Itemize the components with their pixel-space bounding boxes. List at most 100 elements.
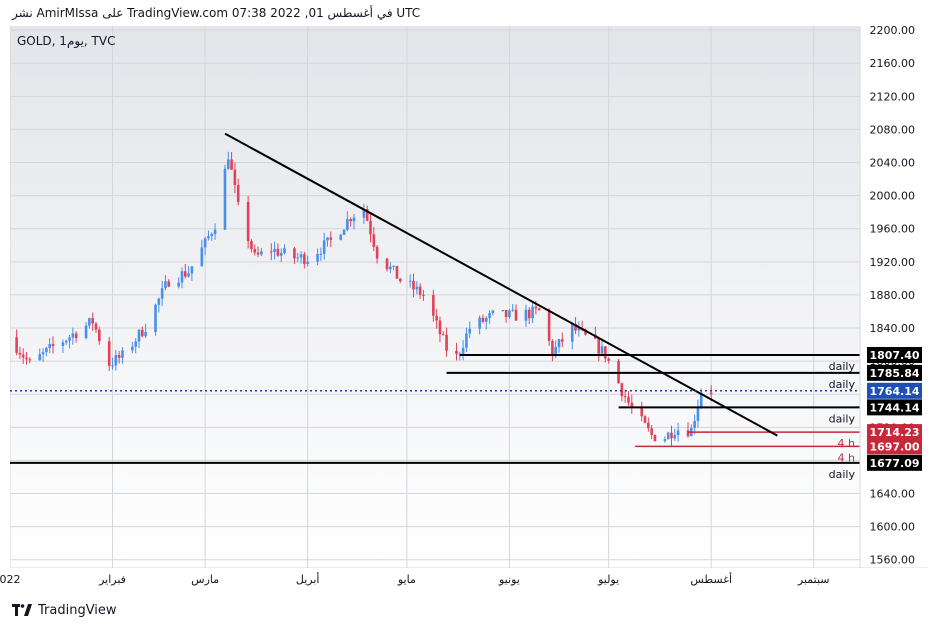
footer: TradingView	[12, 600, 117, 620]
y-tick-label: 1880.00	[870, 289, 916, 302]
candle-body	[131, 346, 134, 351]
candle-body	[164, 281, 167, 289]
candle-body	[61, 342, 65, 347]
candle-body	[15, 337, 18, 353]
candle-body	[465, 333, 468, 348]
candle-body	[293, 248, 296, 259]
candle-body	[699, 392, 703, 407]
y-tick-label: 2160.00	[870, 57, 916, 70]
level-price-badge	[867, 424, 922, 441]
candle-body	[322, 240, 326, 254]
candle-body	[484, 317, 488, 322]
candle-body	[97, 329, 101, 342]
candle-body	[107, 341, 111, 366]
candle-body	[68, 337, 71, 341]
y-tick-label: 1600.00	[870, 521, 916, 534]
candle-body	[537, 308, 541, 311]
x-tick-label: سبتمبر	[797, 573, 830, 586]
candle-body	[604, 346, 607, 359]
candle-body	[650, 428, 653, 436]
candle-body	[117, 355, 121, 358]
candle-body	[577, 327, 581, 331]
trendline[interactable]	[224, 132, 778, 437]
level-price-badge	[867, 454, 922, 471]
candle-body	[481, 317, 485, 322]
candle-body	[180, 271, 184, 283]
candle-body	[432, 294, 435, 316]
candle-body	[28, 359, 32, 361]
candle-body	[154, 304, 157, 332]
candle-body	[41, 352, 45, 355]
candle-body	[207, 236, 210, 239]
level-price-badge	[867, 399, 922, 416]
candle-body	[369, 220, 372, 235]
candle-body	[511, 309, 515, 311]
tradingview-logo-icon	[12, 604, 32, 616]
candle-body	[246, 202, 250, 242]
candle-body	[167, 281, 171, 287]
candle-body	[395, 265, 399, 279]
candle-body	[296, 257, 300, 259]
level-price-label: 1714.23	[869, 426, 919, 439]
candle-body	[144, 331, 147, 337]
candle-body	[64, 340, 68, 343]
candle-body	[260, 251, 263, 255]
x-axis[interactable]: 022 فبراير مارس أبريل مايو يونيو يوليو أغسطس سبت…	[0, 566, 938, 596]
candle-body	[640, 407, 644, 417]
trendline-line[interactable]	[224, 132, 778, 437]
candle-body	[326, 237, 329, 241]
level-price-badge	[867, 364, 922, 381]
candle-body	[74, 333, 78, 339]
candle-body	[686, 430, 690, 437]
x-tick-label: أبريل	[296, 572, 320, 586]
candle-body	[236, 185, 240, 203]
candle-body	[488, 313, 491, 318]
candle-body	[534, 306, 538, 309]
candle-body	[561, 339, 564, 342]
candle-body	[352, 217, 356, 222]
candle-body	[137, 329, 141, 342]
candle-body	[389, 266, 392, 270]
candle-body	[349, 219, 352, 222]
candle-body	[18, 352, 22, 355]
candle-body	[140, 329, 144, 337]
x-tick-label: مارس	[191, 573, 219, 586]
candle-body	[418, 286, 422, 295]
candle-body	[445, 334, 448, 351]
candle-body	[620, 383, 624, 397]
candle-body	[226, 159, 230, 169]
y-tick-label: 1920.00	[870, 256, 916, 269]
candle-body	[531, 306, 534, 319]
candle-body	[233, 169, 237, 186]
publish-caption: نشر AmirMIssa على TradingView.com في أغس…	[12, 6, 421, 20]
last-price-badge	[867, 382, 922, 399]
candle-body	[339, 234, 343, 240]
x-tick-label: 022	[0, 573, 21, 586]
y-tick-label: 1640.00	[870, 488, 916, 501]
candle-body	[392, 265, 395, 267]
candle-body	[438, 320, 442, 335]
candle-body	[88, 318, 91, 326]
y-tick-label: 2000.00	[870, 190, 916, 203]
candle-body	[94, 323, 98, 330]
candle-body	[398, 278, 402, 282]
candle-body	[91, 318, 94, 324]
y-axis[interactable]: 1560.001600.001640.001680.001720.001760.…	[867, 24, 922, 567]
candle-body	[468, 328, 472, 334]
level-price-label: 1785.84	[869, 367, 919, 380]
candle-body	[51, 343, 55, 347]
candle-body	[696, 406, 700, 421]
candle-body	[557, 339, 561, 348]
candlestick-chart[interactable]: daily daily daily 4 h4 h daily 1560.00 1600.0…	[9, 24, 928, 569]
grid	[9, 26, 860, 568]
candle-body	[114, 355, 118, 366]
level-price-label: 1697.00	[869, 440, 919, 453]
candle-body	[342, 229, 346, 235]
candles	[15, 151, 713, 446]
candle-body	[504, 310, 508, 317]
candle-body	[524, 309, 528, 321]
y-tick-label: 2200.00	[870, 26, 916, 37]
x-tick-label: مايو	[397, 573, 416, 586]
candle-body	[709, 392, 713, 395]
